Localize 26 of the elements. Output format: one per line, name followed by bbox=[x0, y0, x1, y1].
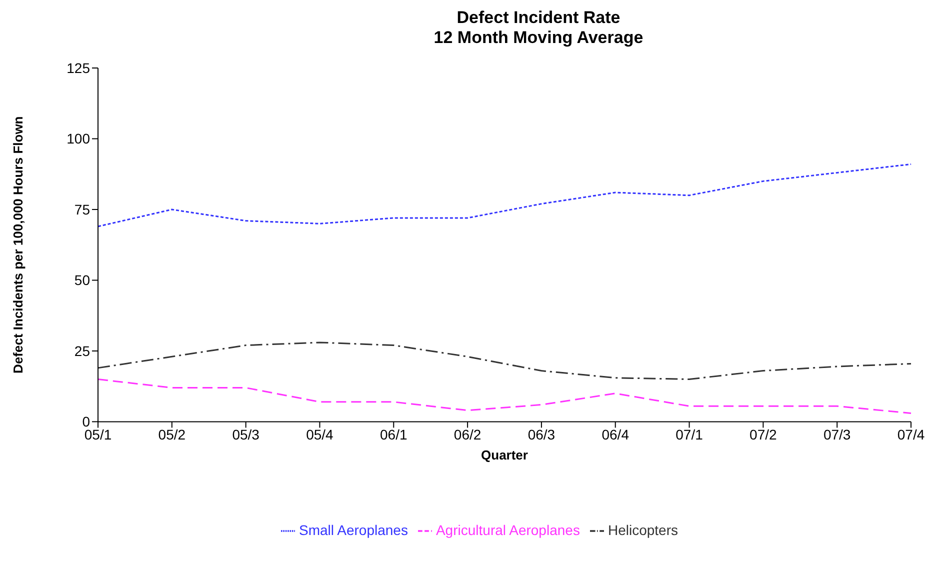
y-tick-label: 50 bbox=[74, 272, 90, 288]
x-tick-label: 06/1 bbox=[380, 426, 408, 443]
line-series bbox=[97, 378, 912, 414]
x-tick-label: 07/4 bbox=[897, 426, 925, 443]
x-tick-label: 06/3 bbox=[528, 426, 556, 443]
legend-label: Small Aeroplanes bbox=[299, 522, 408, 538]
x-tick-label: 05/4 bbox=[306, 426, 334, 443]
x-tick-label: 05/3 bbox=[232, 426, 260, 443]
y-tick-label: 100 bbox=[66, 130, 90, 147]
y-tick-label: 25 bbox=[74, 342, 90, 359]
x-tick-label: 07/3 bbox=[823, 426, 851, 443]
line-series bbox=[97, 342, 912, 380]
x-tick-label: 06/2 bbox=[454, 426, 482, 443]
x-tick-label: 07/2 bbox=[750, 426, 778, 443]
x-tick-label: 07/1 bbox=[676, 426, 704, 443]
x-axis-title: Quarter bbox=[481, 448, 528, 463]
legend-label: Helicopters bbox=[608, 522, 678, 538]
y-tick-label: 125 bbox=[66, 60, 90, 76]
x-tick-label: 06/4 bbox=[602, 426, 630, 443]
chart-subtitle: 12 Month Moving Average bbox=[432, 28, 644, 48]
x-tick-label: 05/2 bbox=[158, 426, 186, 443]
chart-title: Defect Incident Rate bbox=[456, 8, 622, 28]
legend-label: Agricultural Aeroplanes bbox=[436, 522, 580, 538]
y-tick-label: 75 bbox=[74, 201, 90, 218]
y-axis-title: Defect Incidents per 100,000 Hours Flown bbox=[10, 116, 26, 374]
line-series bbox=[97, 163, 912, 228]
